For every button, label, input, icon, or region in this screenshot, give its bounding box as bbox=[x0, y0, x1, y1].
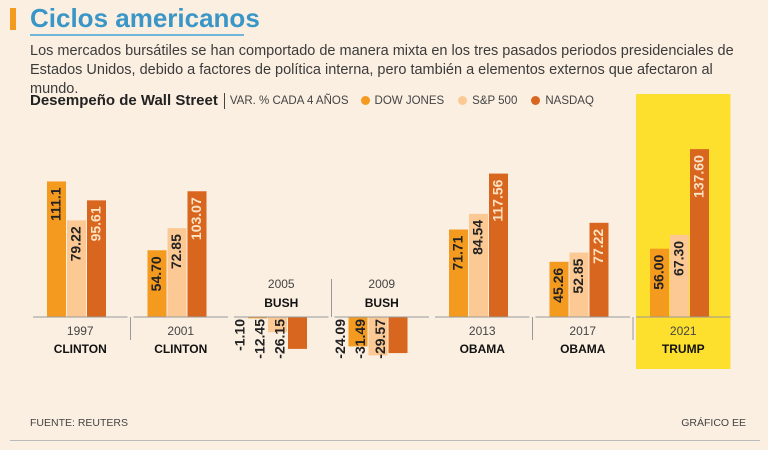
subtitle: Los mercados bursátiles se han comportad… bbox=[30, 43, 734, 97]
value-label: 111.1 bbox=[48, 187, 64, 221]
category-president: BUSH bbox=[365, 296, 399, 310]
bar-dow-jones bbox=[348, 317, 368, 347]
value-label: 79.22 bbox=[68, 226, 84, 261]
bar-nasdaq bbox=[489, 173, 508, 317]
value-label: 72.85 bbox=[168, 234, 184, 269]
legend-label: S&P 500 bbox=[472, 94, 518, 107]
bar-dow-jones bbox=[248, 317, 267, 319]
bar-nasdaq bbox=[187, 191, 207, 317]
category-year: 2005 bbox=[268, 277, 295, 291]
legend-item-dow-jones: DOW JONES bbox=[360, 94, 445, 107]
value-label: 84.54 bbox=[470, 220, 486, 255]
bar-dow-jones bbox=[650, 248, 669, 317]
value-label: 56.00 bbox=[651, 254, 667, 289]
bar-s-p-500 bbox=[67, 220, 86, 317]
value-label: 54.70 bbox=[148, 256, 164, 291]
category-president: OBAMA bbox=[460, 342, 506, 356]
chart-heading: Desempeño de Wall Street bbox=[30, 92, 218, 109]
category-year: 2001 bbox=[167, 324, 194, 338]
bar-nasdaq bbox=[589, 222, 609, 317]
value-label: -12.45 bbox=[252, 319, 268, 359]
bar-s-p-500 bbox=[569, 252, 589, 317]
legend-label: DOW JONES bbox=[374, 94, 445, 107]
bar-s-p-500 bbox=[167, 228, 187, 317]
bar-dow-jones bbox=[47, 181, 66, 317]
heading-separator bbox=[223, 92, 225, 109]
category-year: 2009 bbox=[368, 277, 395, 291]
value-label: 77.22 bbox=[590, 229, 606, 264]
value-label: 95.61 bbox=[88, 206, 104, 241]
graphic-credit: GRÁFICO EE bbox=[681, 417, 746, 429]
value-label: -29.57 bbox=[372, 319, 388, 359]
title-accent-bar bbox=[10, 8, 16, 30]
legend-dot-sp500 bbox=[458, 96, 468, 105]
bar-nasdaq bbox=[288, 317, 307, 349]
value-label: -26.15 bbox=[272, 319, 288, 359]
legend-label: NASDAQ bbox=[545, 94, 594, 107]
legend-dot-dow-jones bbox=[360, 96, 370, 105]
bar-nasdaq bbox=[388, 317, 408, 354]
bar-nasdaq bbox=[690, 149, 709, 317]
category-president: CLINTON bbox=[154, 342, 207, 356]
chart-subheading: VAR. % CADA 4 AÑOS bbox=[229, 94, 349, 107]
legend-item-nasdaq: NASDAQ bbox=[531, 95, 594, 107]
value-label: -1.10 bbox=[232, 319, 248, 351]
legend-item-sp500: S&P 500 bbox=[458, 95, 517, 107]
value-label: 71.71 bbox=[450, 235, 466, 270]
bar-dow-jones bbox=[549, 261, 569, 317]
category-president: BUSH bbox=[264, 296, 298, 310]
category-president: TRUMP bbox=[662, 342, 705, 356]
category-year: 1997 bbox=[67, 324, 94, 338]
value-label: 52.85 bbox=[570, 258, 586, 293]
bar-s-p-500 bbox=[469, 213, 488, 317]
page-title: Ciclos americanos bbox=[30, 3, 260, 33]
value-label: -31.49 bbox=[352, 319, 368, 359]
source-note: FUENTE: REUTERS bbox=[30, 417, 129, 429]
category-year: 2013 bbox=[469, 324, 496, 338]
value-label: 67.30 bbox=[671, 241, 687, 276]
value-label: -24.09 bbox=[332, 319, 348, 359]
bar-s-p-500 bbox=[268, 317, 287, 333]
highlight-panel bbox=[636, 94, 731, 369]
value-label: 137.60 bbox=[691, 155, 707, 198]
title-underline bbox=[30, 34, 244, 36]
category-year: 2021 bbox=[670, 324, 697, 338]
chart-heading-row: Desempeño de Wall Street VAR. % CADA 4 A… bbox=[30, 92, 608, 109]
category-president: CLINTON bbox=[54, 342, 107, 356]
category-year: 2017 bbox=[569, 324, 596, 338]
bar-s-p-500 bbox=[670, 234, 689, 317]
bar-s-p-500 bbox=[368, 317, 388, 356]
legend-dot-nasdaq bbox=[531, 96, 541, 105]
bar-dow-jones bbox=[147, 250, 167, 317]
bar-dow-jones bbox=[449, 229, 468, 317]
bar-nasdaq bbox=[87, 200, 106, 317]
value-label: 103.07 bbox=[188, 197, 204, 240]
value-label: 117.56 bbox=[490, 179, 506, 221]
value-label: 45.26 bbox=[550, 268, 566, 303]
bottom-divider bbox=[10, 440, 760, 441]
category-president: OBAMA bbox=[560, 342, 606, 356]
